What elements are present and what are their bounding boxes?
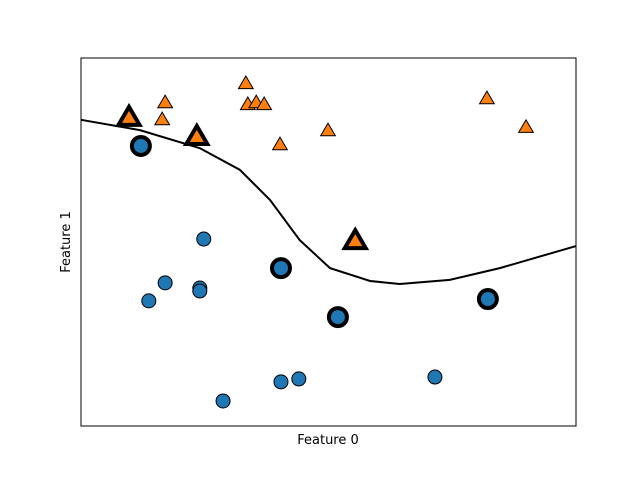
point [156, 94, 174, 109]
y-axis-label: Feature 1 [59, 211, 74, 273]
point [141, 293, 157, 309]
support-vector [115, 102, 143, 127]
point [319, 122, 337, 137]
point [153, 111, 171, 126]
plot-frame [80, 57, 577, 427]
support-vector [182, 122, 211, 147]
point [273, 374, 289, 390]
point [215, 393, 231, 409]
point [291, 371, 307, 387]
decision-boundary [80, 118, 577, 285]
point [255, 96, 273, 111]
support-vector [341, 226, 370, 251]
support-vector [129, 134, 152, 157]
support-vector [326, 306, 349, 329]
point [192, 283, 208, 299]
point [478, 90, 496, 105]
point [517, 118, 535, 133]
point [237, 75, 255, 90]
point [427, 369, 443, 385]
point [196, 231, 212, 247]
support-vector [269, 257, 292, 280]
point [271, 136, 289, 151]
point [157, 275, 173, 291]
x-axis-label: Feature 0 [297, 433, 359, 448]
support-vector [476, 288, 499, 311]
